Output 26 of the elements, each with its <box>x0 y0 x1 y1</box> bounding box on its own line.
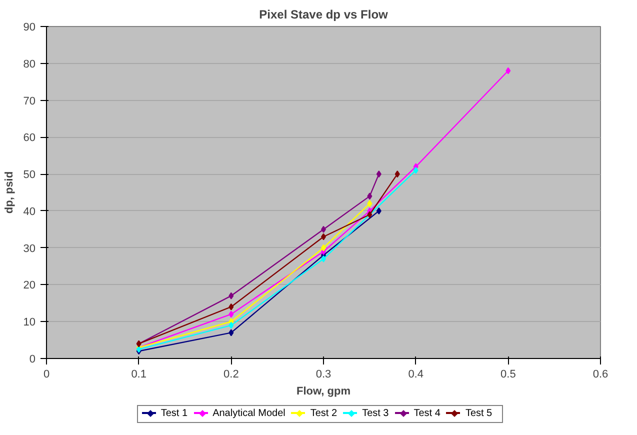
x-tick-label: 0.6 <box>592 368 608 380</box>
y-tick-label: 60 <box>23 132 36 144</box>
y-tick-label: 70 <box>23 95 36 108</box>
y-tick-label: 10 <box>23 316 36 329</box>
y-axis-title: dp, psid <box>3 171 16 214</box>
x-tick-label: 0.3 <box>316 368 332 380</box>
y-tick-label: 30 <box>23 242 36 255</box>
legend-label: Test 5 <box>464 408 492 419</box>
x-tick-label: 0 <box>43 368 50 380</box>
legend-label: Test 1 <box>160 408 188 419</box>
x-tick-label: 0.2 <box>224 368 239 380</box>
x-tick-label: 0.4 <box>408 368 424 380</box>
x-tick-label: 0.1 <box>131 368 146 380</box>
x-tick-label: 0.5 <box>500 368 516 380</box>
x-axis-title: Flow, gpm <box>296 386 351 398</box>
y-tick-label: 0 <box>29 354 36 366</box>
y-tick-label: 80 <box>23 58 36 70</box>
legend-label: Test 4 <box>412 408 440 419</box>
y-tick-label: 40 <box>23 206 36 218</box>
chart-title: Pixel Stave dp vs Flow <box>259 8 389 22</box>
y-tick-label: 90 <box>23 22 36 34</box>
legend-label: Test 3 <box>361 408 389 419</box>
y-tick-label: 50 <box>23 169 36 182</box>
legend-label: Analytical Model <box>212 408 286 419</box>
legend-label: Test 2 <box>309 408 338 419</box>
y-tick-label: 20 <box>23 280 36 292</box>
